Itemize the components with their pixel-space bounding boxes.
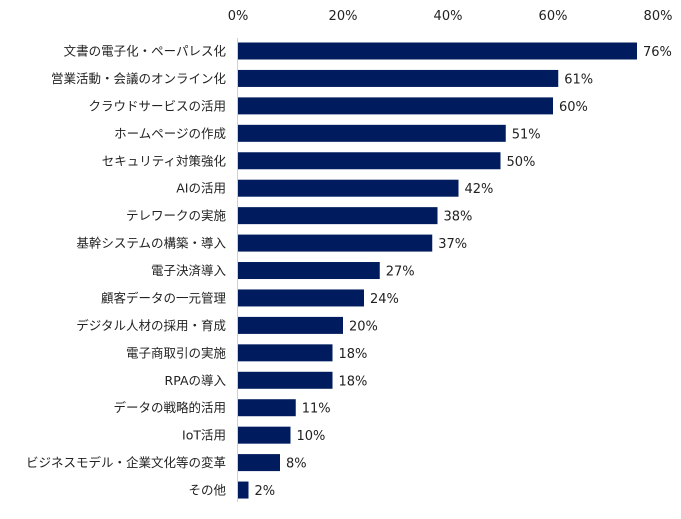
data-label: 11% <box>302 402 331 417</box>
bar <box>238 316 343 334</box>
bar <box>238 207 438 225</box>
category-label: 文書の電子化・ペーパレス化 <box>64 44 227 59</box>
data-label: 37% <box>438 237 467 252</box>
category-label: 電子決済導入 <box>151 263 227 278</box>
category-label: ホームページの作成 <box>114 126 226 141</box>
data-label: 27% <box>386 265 415 280</box>
data-label: 50% <box>507 155 536 170</box>
bar <box>238 97 553 115</box>
category-label: 顧客データの一元管理 <box>101 290 227 305</box>
bar <box>238 289 364 307</box>
data-label: 38% <box>444 210 473 225</box>
category-label: 基幹システムの構築・導入 <box>76 236 226 251</box>
category-label: 営業活動・会議のオンライン化 <box>51 71 227 86</box>
data-label: 60% <box>559 100 588 115</box>
bar <box>238 399 296 417</box>
data-label: 18% <box>339 374 368 389</box>
data-label: 8% <box>286 457 307 472</box>
category-label: IoT活用 <box>182 428 226 443</box>
data-label: 18% <box>339 347 368 362</box>
category-label: クラウドサービスの活用 <box>88 98 226 113</box>
data-label: 51% <box>512 127 541 142</box>
bar <box>238 344 333 362</box>
bar <box>238 481 249 499</box>
category-label: データの戦略的活用 <box>113 400 226 415</box>
bar <box>238 69 559 87</box>
category-label: テレワークの実施 <box>126 208 227 223</box>
data-label: 42% <box>465 182 494 197</box>
data-label: 10% <box>297 429 326 444</box>
category-label: AIの活用 <box>176 181 226 196</box>
bar <box>238 454 280 472</box>
category-label: RPAの導入 <box>165 373 227 388</box>
x-tick-label: 0% <box>228 9 249 24</box>
category-label: 電子商取引の実施 <box>126 345 227 360</box>
data-label: 20% <box>349 319 378 334</box>
bar <box>238 42 637 60</box>
data-label: 61% <box>564 72 593 87</box>
category-label: ビジネスモデル・企業文化等の変革 <box>26 455 226 470</box>
category-label: デジタル人材の採用・育成 <box>76 318 226 333</box>
category-label: その他 <box>188 483 226 498</box>
bar <box>238 124 506 142</box>
x-tick-label: 80% <box>644 9 673 24</box>
bar <box>238 152 501 170</box>
bar <box>238 234 433 252</box>
bar <box>238 426 291 444</box>
data-label: 2% <box>255 484 276 499</box>
bar <box>238 262 380 280</box>
data-label: 24% <box>370 292 399 307</box>
category-label: セキュリティ対策強化 <box>102 153 227 168</box>
bar <box>238 371 333 389</box>
bar <box>238 179 459 197</box>
data-label: 76% <box>643 45 672 60</box>
x-tick-label: 40% <box>434 9 463 24</box>
x-tick-label: 20% <box>329 9 358 24</box>
x-tick-label: 60% <box>539 9 568 24</box>
